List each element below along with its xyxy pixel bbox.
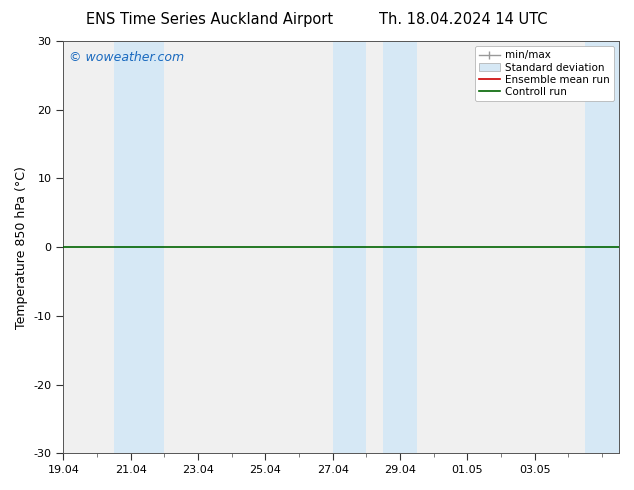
- Text: © woweather.com: © woweather.com: [69, 51, 184, 64]
- Y-axis label: Temperature 850 hPa (°C): Temperature 850 hPa (°C): [15, 166, 28, 329]
- Bar: [333, 41, 366, 453]
- Bar: [114, 41, 164, 453]
- Text: Th. 18.04.2024 14 UTC: Th. 18.04.2024 14 UTC: [378, 12, 547, 27]
- Text: ENS Time Series Auckland Airport: ENS Time Series Auckland Airport: [86, 12, 333, 27]
- Bar: [585, 41, 619, 453]
- Legend: min/max, Standard deviation, Ensemble mean run, Controll run: min/max, Standard deviation, Ensemble me…: [475, 46, 614, 101]
- Bar: [384, 41, 417, 453]
